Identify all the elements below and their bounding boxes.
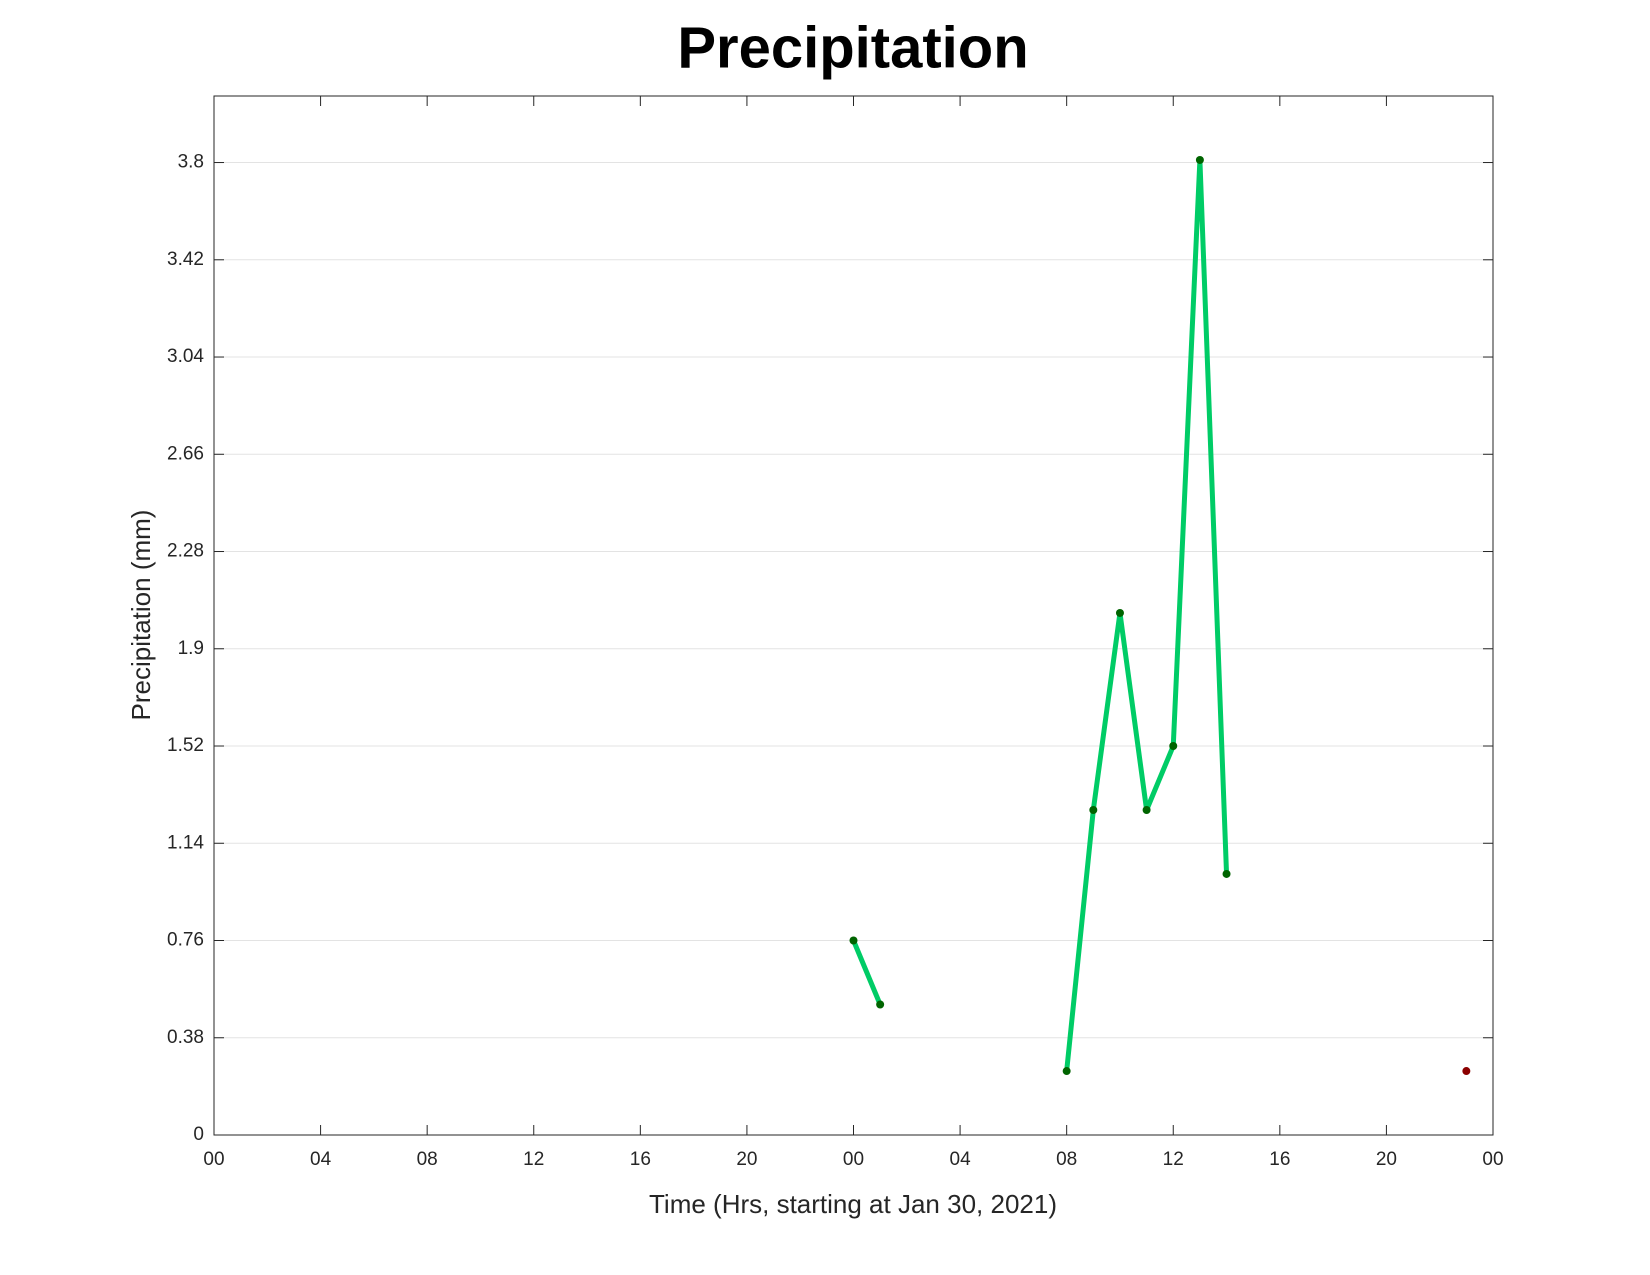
data-point [876, 1000, 885, 1009]
x-tick-label: 08 [417, 1149, 438, 1170]
y-tick-label: 1.14 [167, 832, 204, 853]
x-tick-label: 04 [950, 1149, 972, 1170]
data-point [1222, 869, 1231, 878]
x-tick-label: 16 [1269, 1149, 1290, 1170]
data-point [849, 936, 858, 945]
y-tick-label: 3.42 [167, 249, 204, 270]
y-tick-label: 0.38 [167, 1027, 204, 1048]
x-tick-label: 04 [310, 1149, 332, 1170]
data-point [1089, 805, 1098, 814]
x-tick-label: 08 [1056, 1149, 1077, 1170]
data-point [1462, 1067, 1471, 1076]
y-tick-label: 0.76 [167, 930, 204, 951]
data-point [1062, 1067, 1071, 1076]
data-point [1115, 608, 1124, 617]
data-point [1195, 155, 1204, 164]
axes-box [213, 95, 1494, 1136]
data-point [1142, 805, 1151, 814]
y-tick-label: 2.66 [167, 443, 204, 464]
y-tick-label: 2.28 [167, 541, 204, 562]
y-axis-label: Precipitation (mm) [126, 510, 156, 721]
x-tick-label: 20 [736, 1149, 757, 1170]
chart-title: Precipitation [677, 15, 1028, 80]
data-point [1169, 742, 1178, 751]
x-tick-label: 00 [843, 1149, 864, 1170]
x-tick-label: 20 [1376, 1149, 1397, 1170]
y-tick-label: 1.52 [167, 735, 204, 756]
x-tick-label: 00 [203, 1149, 224, 1170]
x-tick-label: 16 [630, 1149, 651, 1170]
y-tick-label: 1.9 [178, 638, 204, 659]
y-tick-label: 3.04 [167, 346, 204, 367]
y-tick-label: 0 [193, 1124, 204, 1145]
x-tick-label: 00 [1482, 1149, 1503, 1170]
x-tick-label: 12 [523, 1149, 544, 1170]
y-tick-label: 3.8 [178, 152, 204, 173]
x-tick-label: 12 [1163, 1149, 1184, 1170]
x-axis-label: Time (Hrs, starting at Jan 30, 2021) [649, 1189, 1057, 1219]
